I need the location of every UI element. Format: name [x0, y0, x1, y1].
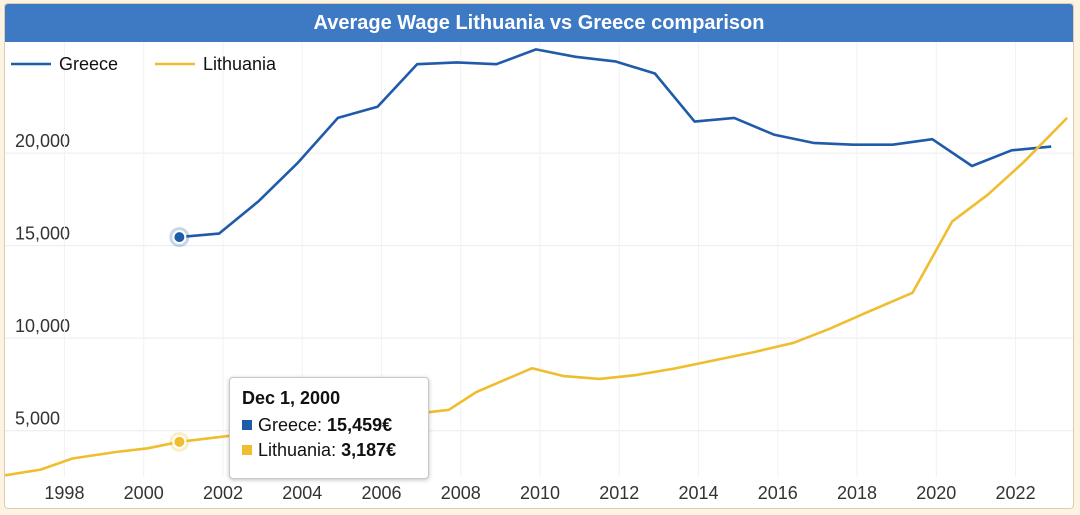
x-tick-label: 2004 [282, 483, 322, 503]
series-line-lithuania [5, 116, 1069, 477]
tooltip-value-lithuania: 3,187€ [341, 440, 397, 460]
y-tick-label: 15,000 [15, 224, 70, 244]
x-tick-label: 2000 [124, 483, 164, 503]
x-tick-label: 1998 [44, 483, 84, 503]
x-tick-label: 2006 [361, 483, 401, 503]
x-tick-label: 2014 [678, 483, 718, 503]
tooltip-label-greece: Greece: [258, 415, 323, 435]
x-tick-label: 2012 [599, 483, 639, 503]
tooltip-row-greece: Greece: 15,459€ [242, 415, 416, 436]
x-tick-label: 2016 [758, 483, 798, 503]
tooltip-value-greece: 15,459€ [327, 415, 393, 435]
line-chart[interactable]: 5,000 10,000 15,000 20,000 1998 2000 2002 2004 2… [5, 4, 1074, 509]
hover-marker-lithuania [172, 434, 187, 449]
x-tick-label: 2010 [520, 483, 560, 503]
chart-frame: Average Wage Lithuania vs Greece compari… [4, 3, 1074, 509]
legend-label-lithuania: Lithuania [203, 54, 277, 74]
x-tick-label: 2018 [837, 483, 877, 503]
x-tick-label: 2008 [441, 483, 481, 503]
x-tick-label: 2020 [916, 483, 956, 503]
tooltip-label-lithuania: Lithuania: [258, 440, 337, 460]
chart-title: Average Wage Lithuania vs Greece compari… [5, 4, 1073, 42]
tooltip-date: Dec 1, 2000 [242, 388, 341, 408]
lithuania-swatch-icon [242, 445, 252, 455]
legend-label-greece: Greece [59, 54, 118, 74]
x-tick-label: 2022 [996, 483, 1036, 503]
tooltip-row-lithuania: Lithuania: 3,187€ [242, 440, 416, 461]
series-line-greece [179, 48, 1052, 239]
y-tick-label: 20,000 [15, 131, 70, 151]
x-tick-label: 2002 [203, 483, 243, 503]
y-tick-label: 10,000 [15, 316, 70, 336]
greece-swatch-icon [242, 420, 252, 430]
hover-tooltip: Dec 1, 2000 Greece: 15,459€ Lithuania: 3… [229, 377, 429, 479]
hover-marker-greece [172, 230, 187, 245]
y-tick-label: 5,000 [15, 409, 60, 429]
